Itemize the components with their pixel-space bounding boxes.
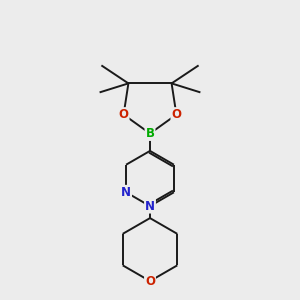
Text: O: O [145,274,155,288]
Text: O: O [171,108,182,121]
Text: O: O [118,108,129,121]
Text: N: N [121,186,131,199]
Text: B: B [146,127,154,140]
Text: N: N [145,200,155,213]
